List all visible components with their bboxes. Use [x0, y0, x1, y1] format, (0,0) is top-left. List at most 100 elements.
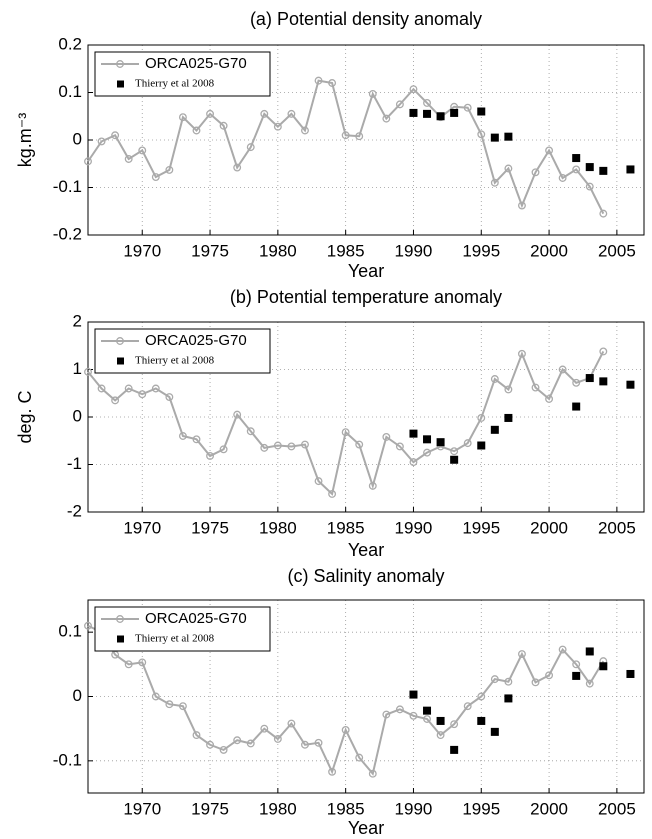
point [531, 678, 540, 687]
point [558, 645, 567, 654]
point [355, 753, 364, 762]
point [490, 178, 499, 187]
point [504, 694, 513, 703]
y-tick-label: 0.1 [58, 82, 82, 101]
point [287, 109, 296, 118]
point [151, 384, 160, 393]
point [585, 374, 594, 383]
point [477, 107, 486, 116]
point [518, 650, 526, 658]
point [165, 165, 174, 174]
point [233, 410, 242, 419]
point [490, 375, 499, 383]
point [260, 109, 269, 118]
plot-frame [87, 44, 645, 236]
point [490, 727, 499, 736]
point [409, 429, 418, 438]
point [463, 702, 472, 711]
point [260, 724, 269, 733]
point [273, 122, 282, 131]
x-axis-label: Year [348, 818, 384, 838]
x-tick-label: 1980 [259, 241, 297, 260]
point [626, 165, 635, 174]
point [328, 79, 337, 87]
point [287, 442, 296, 451]
point [599, 377, 608, 386]
y-tick-label: -0.1 [53, 177, 82, 196]
point [490, 675, 499, 684]
point [423, 706, 432, 715]
point [585, 647, 594, 656]
chart-title: (a) Potential density anomaly [250, 9, 482, 29]
series-line [87, 79, 605, 215]
x-tick-label: 2000 [530, 241, 568, 260]
x-axis-label: Year [348, 540, 384, 560]
x-tick-label: 1975 [191, 799, 229, 818]
point [138, 390, 147, 399]
point [572, 154, 581, 163]
y-tick-label: 1 [73, 359, 82, 378]
point [531, 168, 540, 177]
point [463, 103, 472, 112]
y-tick-label: -0.2 [53, 224, 82, 243]
point [192, 435, 201, 444]
y-tick-label: -2 [67, 501, 82, 520]
point [423, 98, 431, 107]
point [301, 440, 309, 449]
point [395, 100, 404, 109]
point [382, 710, 391, 719]
legend-label: Thierry et al 2008 [135, 78, 215, 90]
plot-frame [87, 599, 645, 794]
point [382, 114, 391, 123]
point [450, 455, 459, 464]
y-tick-label: 0.2 [58, 34, 82, 53]
point [436, 438, 445, 447]
point [545, 671, 554, 680]
point [395, 442, 404, 451]
legend-marker [116, 337, 124, 345]
point [178, 702, 187, 711]
point [273, 735, 282, 743]
point [395, 705, 404, 714]
point [124, 660, 133, 669]
point [246, 143, 255, 152]
point [219, 745, 228, 754]
point [368, 481, 377, 490]
x-tick-label: 2005 [598, 799, 636, 818]
point [341, 131, 350, 140]
point [178, 113, 187, 122]
y-tick-label: 2 [73, 311, 82, 330]
point [192, 126, 201, 135]
point [450, 447, 459, 456]
point [355, 440, 364, 449]
x-tick-label: 1990 [395, 241, 433, 260]
point [436, 731, 445, 740]
point [490, 133, 499, 142]
y-tick-label: 0.1 [58, 622, 82, 641]
point [341, 428, 350, 437]
point [138, 146, 147, 155]
legend-marker [116, 615, 124, 623]
x-tick-label: 1970 [123, 241, 161, 260]
point [518, 349, 526, 358]
point [477, 692, 486, 701]
point [599, 209, 608, 218]
point [450, 108, 459, 117]
point [409, 85, 418, 94]
legend-marker [117, 635, 124, 643]
point [84, 621, 92, 630]
legend-label: ORCA025-G70 [145, 55, 247, 72]
point [355, 132, 364, 141]
point [409, 711, 418, 720]
x-axis-label: Year [348, 261, 384, 281]
point [518, 201, 526, 210]
point [192, 731, 201, 740]
y-axis-label: deg. C [15, 390, 35, 443]
legend-label: ORCA025-G70 [145, 332, 247, 349]
point [626, 380, 635, 389]
point [97, 137, 106, 146]
point [436, 112, 445, 121]
x-tick-label: 2005 [598, 241, 636, 260]
x-tick-label: 2005 [598, 518, 636, 537]
legend-label: Thierry et al 2008 [135, 355, 215, 367]
